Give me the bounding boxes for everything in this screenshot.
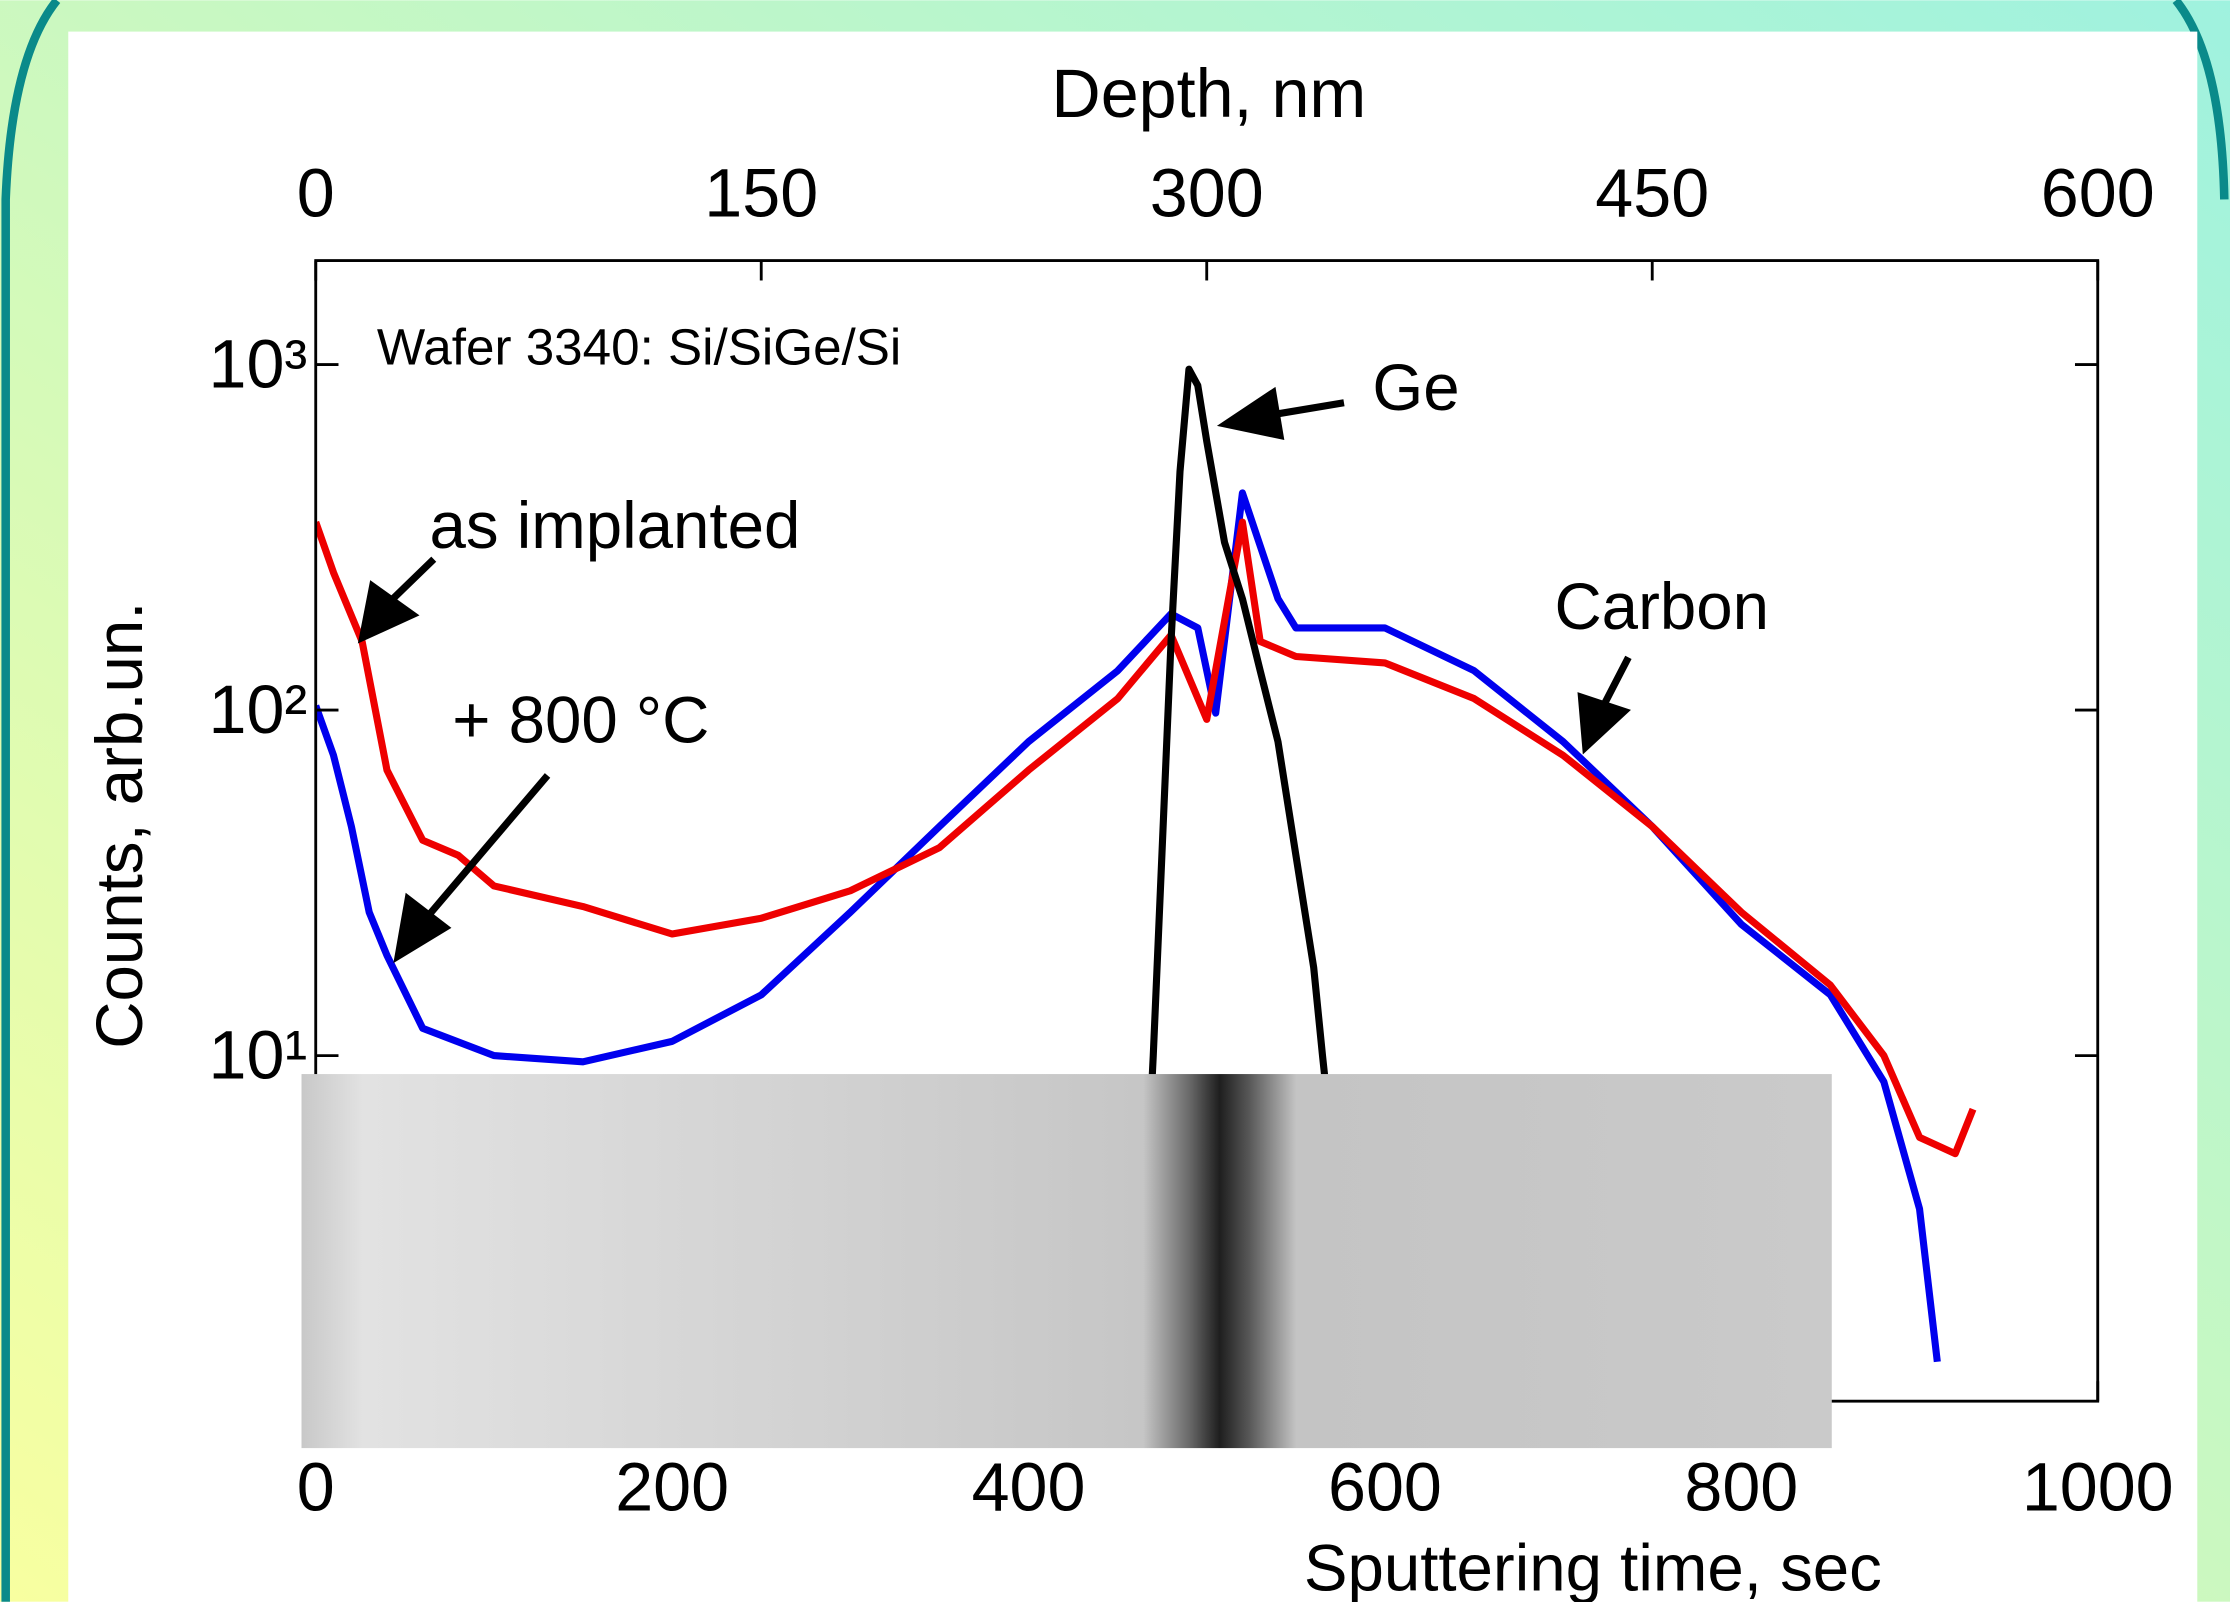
x2-tick-label: 0 [297,155,335,231]
y-label: Counts, arb.un. [83,602,156,1049]
arrows [357,386,1632,964]
annotation: + 800 °C [452,684,709,757]
annotation: Wafer 3340: Si/SiGe/Si [377,318,901,375]
y-tick-label: 10¹ [209,1017,308,1093]
x2-tick-label: 300 [1150,155,1264,231]
annotation: as implanted [430,489,801,562]
x-tick-label: 800 [1684,1450,1798,1526]
arrow [384,556,437,608]
x-tick-label: 600 [1328,1450,1442,1526]
axes: 0 200 400 600 800 1000 0 150 300 450 600 10¹ 10² 10³ [209,155,2174,1525]
y-tick-label: 10² [209,672,308,748]
arrow [1601,655,1632,706]
x2-tick-label: 600 [2041,155,2155,231]
arrow-head [1216,386,1285,441]
tem-image [301,1074,1832,1449]
arrow-head [357,580,420,644]
x2-label: Depth, nm [1051,56,1366,132]
arrow-head [393,892,452,964]
frame-arc [2172,0,2229,200]
x-tick-label: 400 [972,1450,1086,1526]
x-tick-label: 0 [297,1450,335,1526]
y-tick-label: 10³ [209,326,308,402]
annotation: Carbon [1554,570,1769,643]
lines [315,365,1977,1363]
x-tick-label: 1000 [2022,1450,2174,1526]
arrow [423,773,551,920]
arrow-head [1577,692,1631,755]
x2-tick-label: 150 [704,155,818,231]
frame-arc [1,0,61,1602]
annotation: Ge [1372,351,1459,424]
x2-tick-label: 450 [1595,155,1709,231]
x-tick-label: 200 [615,1450,729,1526]
x-label: Sputtering time, sec [1304,1531,1882,1602]
series-line [1140,365,1335,1237]
